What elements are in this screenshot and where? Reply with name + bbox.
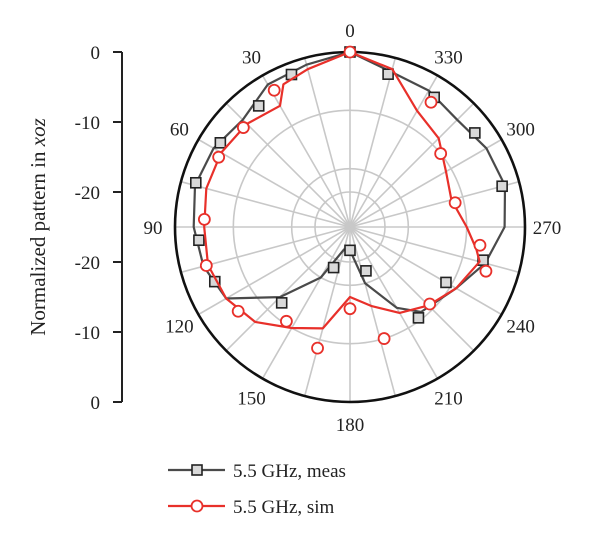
angle-label-270: 270 <box>533 218 562 239</box>
angle-label-120: 120 <box>165 317 194 338</box>
r-scale-ticks: 0 -10 -20 -20 -10 0 <box>75 43 122 414</box>
data-point-sim <box>311 341 324 355</box>
data-point-meas <box>327 261 340 274</box>
r-tick-label: 0 <box>91 393 101 414</box>
y-axis-title: Normalized pattern in xoz <box>26 118 50 336</box>
data-point-sim <box>473 238 487 252</box>
data-point-meas <box>189 176 202 189</box>
series-meas <box>189 46 508 324</box>
polar-grid-ring <box>314 191 386 263</box>
angle-label-0: 0 <box>345 21 355 42</box>
angle-label-180: 180 <box>336 415 365 436</box>
angle-label-150: 150 <box>237 389 266 410</box>
data-point-meas <box>275 297 288 309</box>
data-point-meas <box>214 137 227 149</box>
data-point-sim <box>236 121 250 134</box>
y-axis-title-prefix: Normalized pattern in <box>26 146 50 336</box>
r-tick-label: -20 <box>75 183 100 204</box>
r-tick-label: -10 <box>75 323 100 344</box>
data-point-meas <box>382 68 394 80</box>
data-point-sim <box>212 150 226 164</box>
legend-marker-sim <box>190 499 204 513</box>
data-point-meas <box>469 127 481 139</box>
series-line <box>203 50 481 330</box>
data-point-sim <box>424 95 438 109</box>
angle-label-330: 330 <box>434 47 463 68</box>
legend-marker-meas <box>191 464 203 476</box>
series-sim <box>197 45 493 355</box>
polar-grid <box>173 50 527 404</box>
data-point-meas <box>412 312 425 324</box>
data-point-sim <box>434 147 448 160</box>
y-axis-title-variable: xoz <box>26 118 50 147</box>
legend-item-sim: 5.5 GHz, sim <box>168 497 335 518</box>
data-point-meas <box>440 276 452 289</box>
data-point-sim <box>197 212 211 226</box>
legend: 5.5 GHz, meas 5.5 GHz, sim <box>168 461 346 518</box>
legend-item-meas: 5.5 GHz, meas <box>168 461 346 482</box>
data-point-meas <box>360 265 372 277</box>
r-scale-axis: 0 -10 -20 -20 -10 0 <box>75 43 123 414</box>
r-tick-label: -10 <box>75 113 100 134</box>
series-layer <box>189 45 508 355</box>
legend-label-meas: 5.5 GHz, meas <box>233 461 346 482</box>
legend-label-sim: 5.5 GHz, sim <box>233 497 335 518</box>
data-point-sim <box>448 196 462 210</box>
angle-label-240: 240 <box>506 317 535 338</box>
data-point-meas <box>344 244 356 257</box>
data-point-meas <box>252 100 265 112</box>
angle-label-210: 210 <box>434 389 463 410</box>
r-tick-label: -20 <box>75 253 100 274</box>
angle-label-60: 60 <box>170 120 189 141</box>
r-tick-label: 0 <box>91 43 101 64</box>
data-point-sim <box>199 259 213 272</box>
data-point-sim <box>423 297 437 311</box>
angle-labels: 0 30 60 90 120 150 180 210 240 270 300 330 <box>144 21 562 436</box>
data-point-sim <box>377 332 391 345</box>
data-point-sim <box>479 264 493 278</box>
polar-grid-ring <box>290 167 410 287</box>
data-point-meas <box>193 234 205 247</box>
angle-label-300: 300 <box>506 120 535 141</box>
data-point-sim <box>231 304 245 318</box>
angle-label-30: 30 <box>242 47 261 68</box>
angle-label-90: 90 <box>144 218 163 239</box>
data-point-sim <box>279 314 293 328</box>
data-point-meas <box>496 180 508 193</box>
data-point-sim <box>343 302 357 316</box>
data-point-sim <box>267 83 281 97</box>
data-point-meas <box>477 254 489 266</box>
data-point-sim <box>343 45 357 59</box>
